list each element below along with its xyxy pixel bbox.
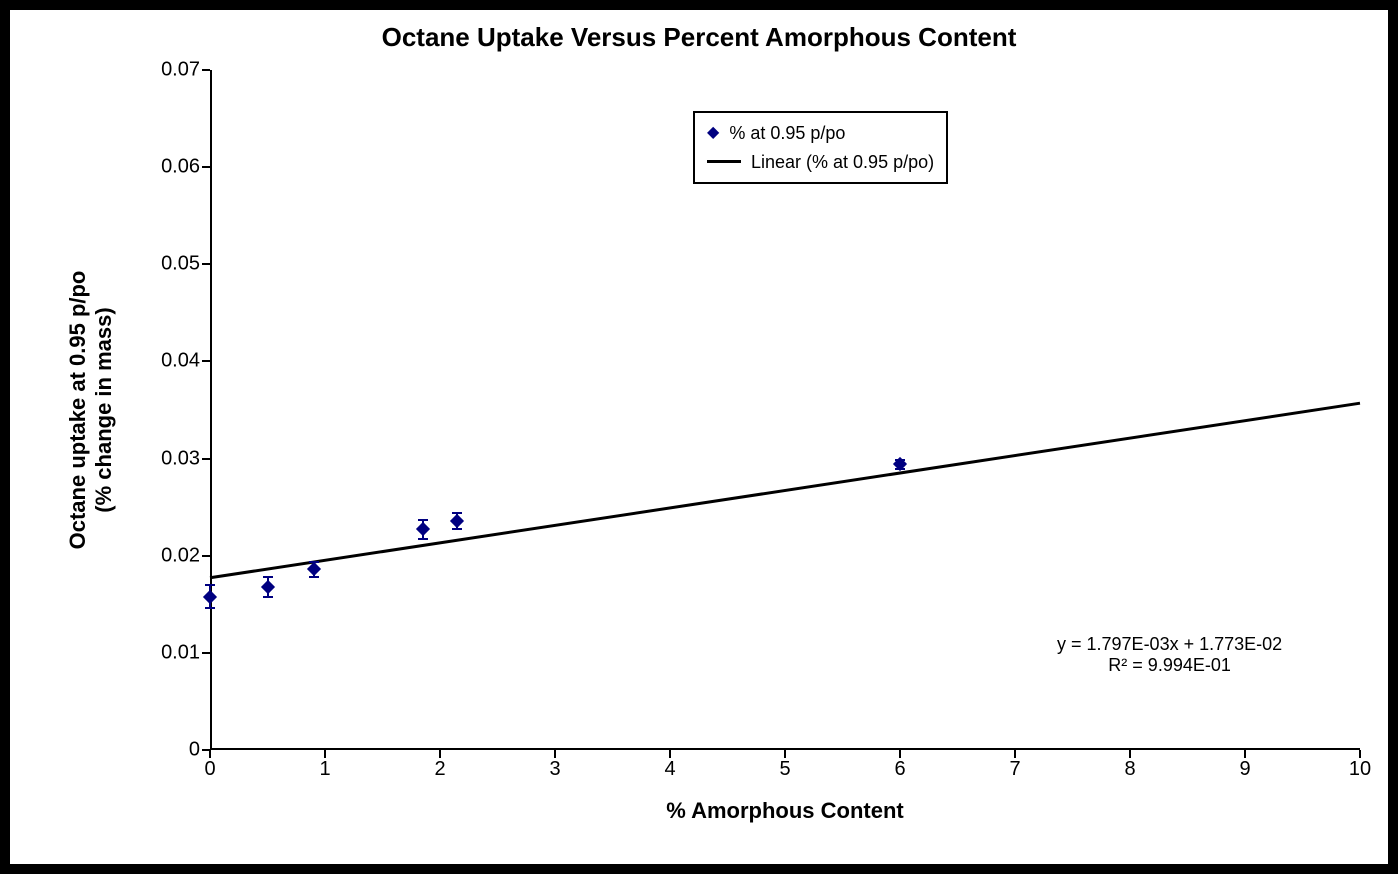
y-axis-label-line1: Octane uptake at 0.95 p/po xyxy=(65,271,91,550)
x-tick-mark xyxy=(784,750,786,758)
x-tick-mark xyxy=(899,750,901,758)
fit-equation: y = 1.797E-03x + 1.773E-02 R² = 9.994E-0… xyxy=(1057,634,1282,676)
equation-line1: y = 1.797E-03x + 1.773E-02 xyxy=(1057,634,1282,655)
y-axis-label-line2: (% change in mass) xyxy=(91,271,117,550)
y-tick-mark xyxy=(202,458,210,460)
x-tick-mark xyxy=(1359,750,1361,758)
x-axis-label: % Amorphous Content xyxy=(210,798,1360,824)
legend: ◆ % at 0.95 p/po Linear (% at 0.95 p/po) xyxy=(693,111,948,185)
line-icon xyxy=(707,160,741,163)
y-tick-mark xyxy=(202,360,210,362)
legend-item-points: ◆ % at 0.95 p/po xyxy=(707,119,934,148)
x-tick-mark xyxy=(439,750,441,758)
legend-label-fit: Linear (% at 0.95 p/po) xyxy=(751,148,934,177)
error-cap xyxy=(418,519,428,521)
y-tick-mark xyxy=(202,652,210,654)
x-tick-mark xyxy=(1014,750,1016,758)
x-tick-mark xyxy=(209,750,211,758)
error-cap xyxy=(263,576,273,578)
legend-item-fit: Linear (% at 0.95 p/po) xyxy=(707,148,934,177)
trend-line xyxy=(210,403,1360,578)
chart-title: Octane Uptake Versus Percent Amorphous C… xyxy=(10,22,1388,53)
chart-frame: Octane Uptake Versus Percent Amorphous C… xyxy=(0,0,1398,874)
error-cap xyxy=(263,596,273,598)
x-tick-mark xyxy=(669,750,671,758)
diamond-icon: ◆ xyxy=(707,120,719,146)
y-axis-label: Octane uptake at 0.95 p/po (% change in … xyxy=(65,271,117,550)
x-tick-mark xyxy=(324,750,326,758)
error-cap xyxy=(205,584,215,586)
error-cap xyxy=(418,538,428,540)
y-tick-mark xyxy=(202,263,210,265)
x-tick-mark xyxy=(554,750,556,758)
x-tick-mark xyxy=(1129,750,1131,758)
y-tick-mark xyxy=(202,69,210,71)
error-cap xyxy=(205,607,215,609)
y-tick-mark xyxy=(202,166,210,168)
x-tick-mark xyxy=(1244,750,1246,758)
plot-area: ◆ % at 0.95 p/po Linear (% at 0.95 p/po)… xyxy=(210,70,1360,750)
y-tick-mark xyxy=(202,555,210,557)
legend-label-points: % at 0.95 p/po xyxy=(729,119,845,148)
equation-line2: R² = 9.994E-01 xyxy=(1057,655,1282,676)
